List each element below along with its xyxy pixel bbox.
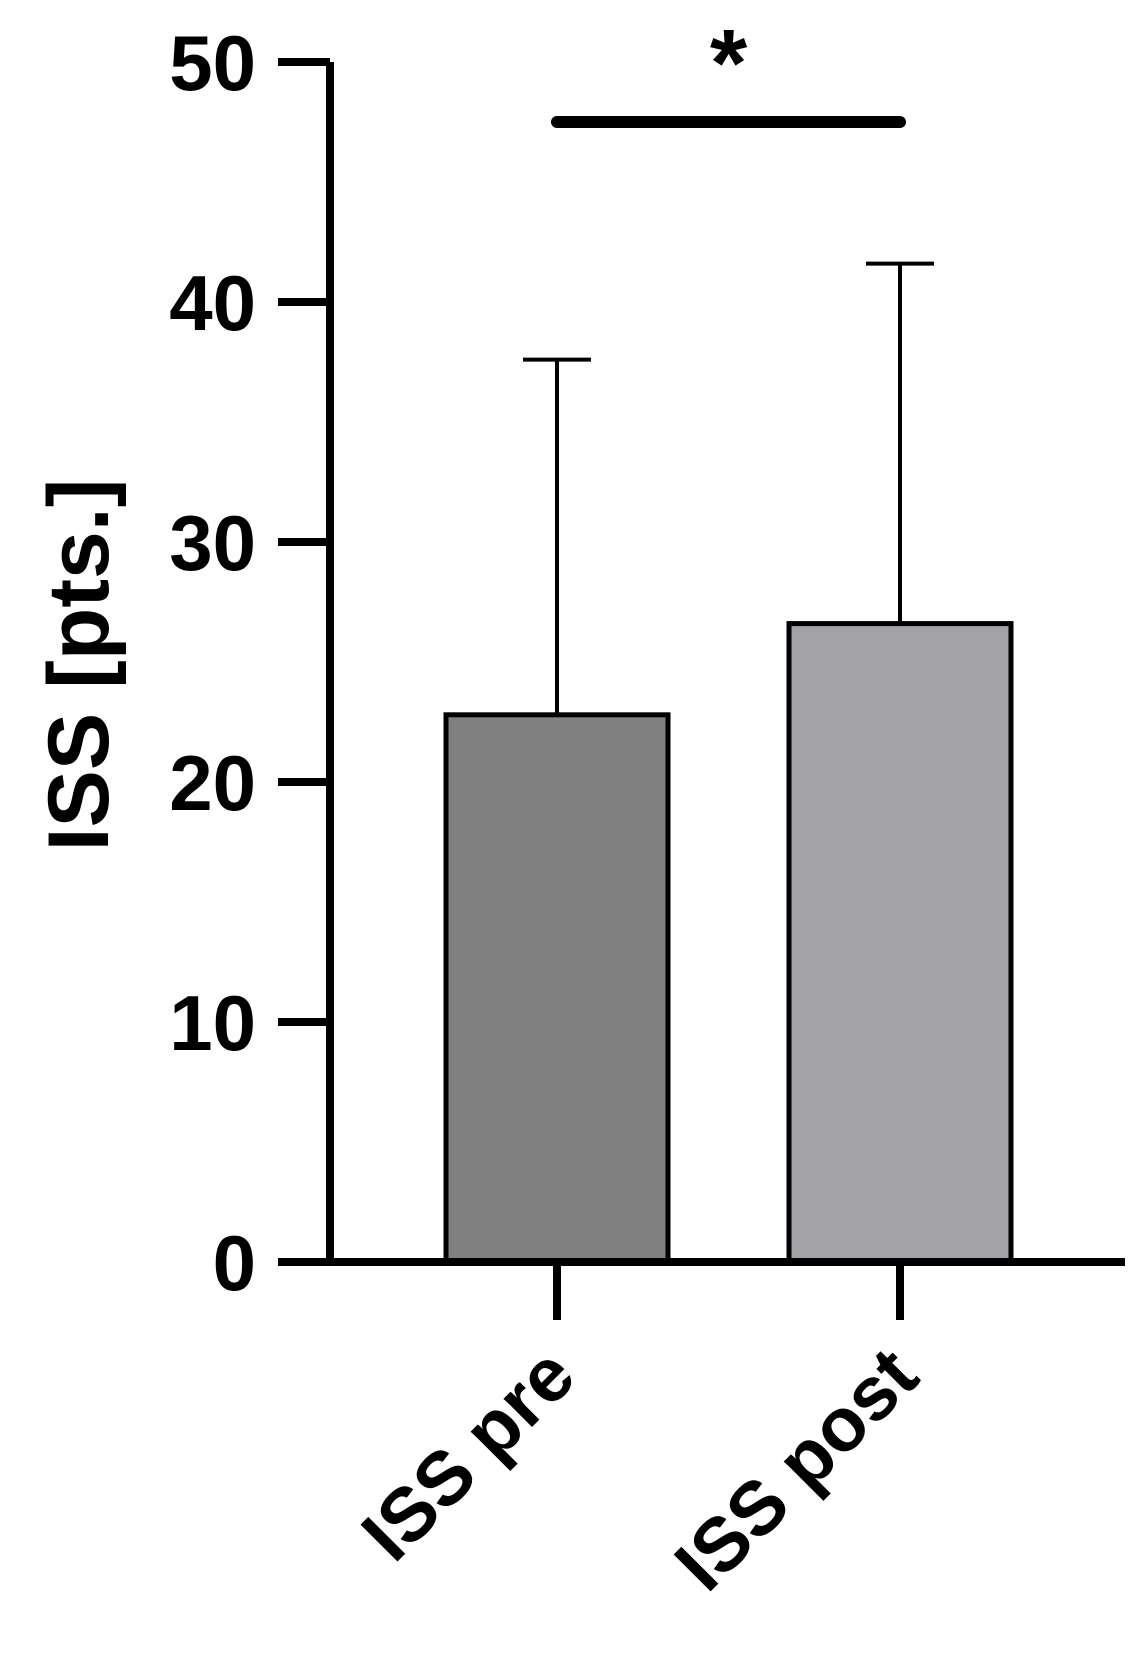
y-tick-label-50: 50	[169, 19, 256, 107]
significance-marker-0: *	[710, 10, 748, 117]
y-tick-label-20: 20	[169, 739, 256, 827]
bars-group	[443, 621, 1014, 1265]
bar-iss-pre	[443, 712, 671, 1265]
y-tick-label-30: 30	[169, 499, 256, 587]
x-tick-label-iss-pre: ISS pre	[346, 1332, 591, 1577]
y-tick-label-10: 10	[169, 979, 256, 1067]
y-tick-label-40: 40	[169, 259, 256, 347]
y-axis: 0 10 20 30 40 50	[169, 19, 334, 1307]
x-tick-label-iss-post: ISS post	[659, 1332, 934, 1607]
significance-annotation: *	[551, 10, 906, 128]
error-bars-group	[523, 261, 934, 715]
y-axis-label: ISS [pts.]	[31, 479, 127, 852]
bar-iss-post	[786, 621, 1014, 1265]
y-tick-label-0: 0	[213, 1219, 256, 1307]
x-axis: ISS pre ISS post	[278, 1258, 1125, 1607]
